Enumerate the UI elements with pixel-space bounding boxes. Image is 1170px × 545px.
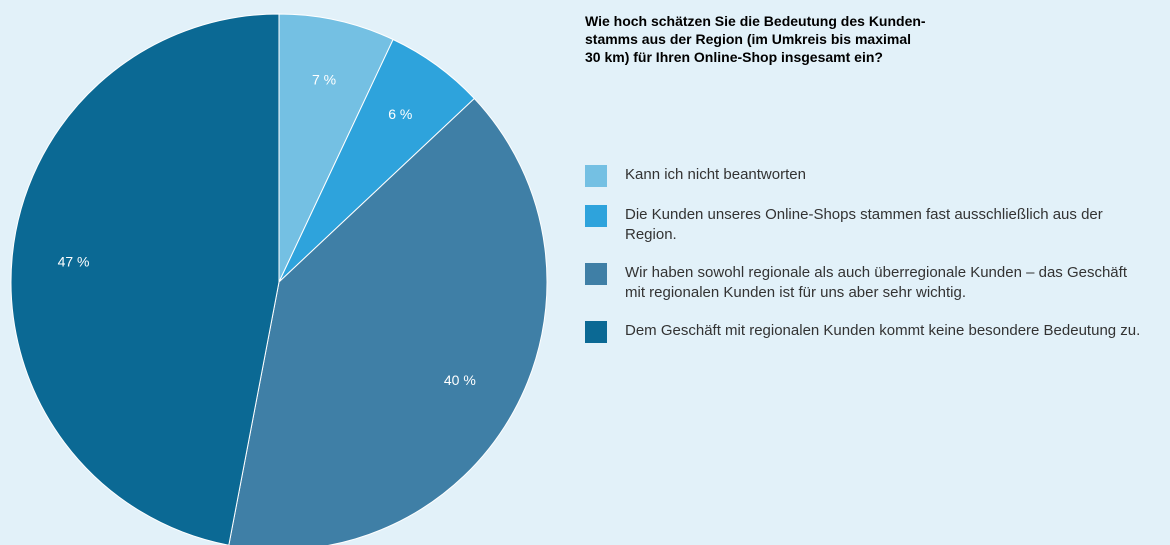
title-line: Wie hoch schätzen Sie die Bedeutung des …: [585, 13, 926, 29]
legend-item: Kann ich nicht beantworten: [585, 165, 1165, 187]
legend-item: Dem Geschäft mit regionalen Kunden kommt…: [585, 321, 1165, 343]
legend-swatch: [585, 165, 607, 187]
legend-label: Wir haben sowohl regionale als auch über…: [625, 264, 1127, 301]
legend-item: Wir haben sowohl regionale als auch über…: [585, 263, 1165, 303]
legend-swatch: [585, 263, 607, 285]
legend-swatch: [585, 205, 607, 227]
title-line: 30 km) für Ihren Online-Shop insgesamt e…: [585, 49, 883, 65]
slice-label: 6 %: [388, 106, 412, 122]
pie-slice: [278, 13, 394, 283]
pie-slice: [10, 13, 280, 545]
title-line: stamms aus der Region (im Umkreis bis ma…: [585, 31, 912, 47]
legend-item: Die Kunden unseres Online-Shops stammen …: [585, 205, 1165, 245]
legend-swatch: [585, 321, 607, 343]
legend-label: Kann ich nicht beantworten: [625, 166, 806, 183]
slice-label: 40 %: [444, 372, 476, 388]
legend-label: Die Kunden unseres Online-Shops stammen …: [625, 206, 1103, 243]
legend-label: Dem Geschäft mit regionalen Kunden kommt…: [625, 322, 1141, 339]
pie-slice: [228, 97, 548, 545]
slice-label: 7 %: [312, 71, 336, 87]
legend: Kann ich nicht beantworten Die Kunden uns…: [585, 165, 1165, 361]
chart-title: Wie hoch schätzen Sie die Bedeutung des …: [585, 12, 926, 66]
slice-label: 47 %: [58, 253, 90, 269]
